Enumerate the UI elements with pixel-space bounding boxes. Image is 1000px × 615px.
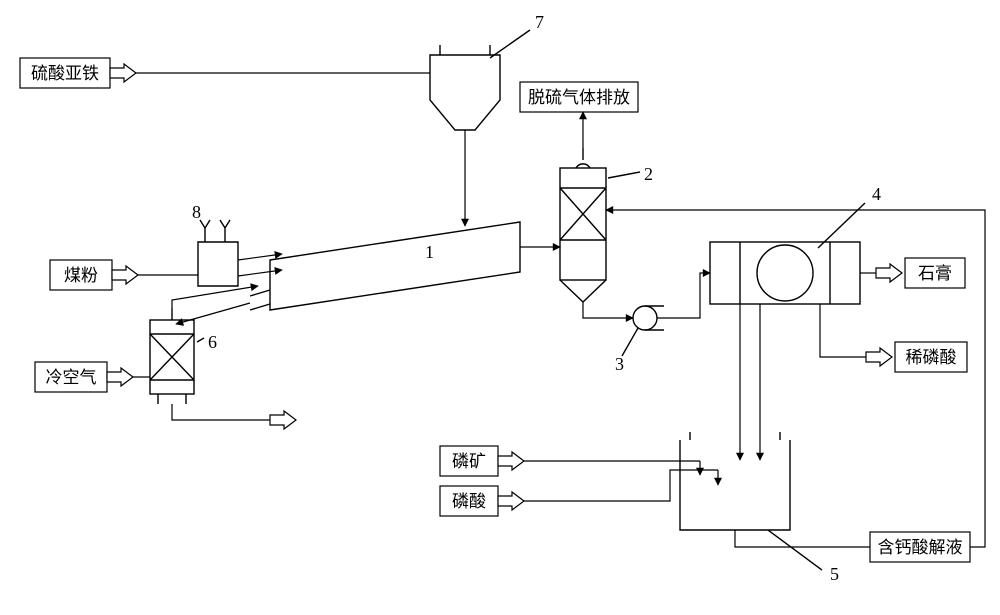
flow-1-to-6 (176, 303, 250, 324)
num-4: 4 (872, 184, 881, 204)
label-ca-solution: 含钙酸解液 (870, 532, 970, 562)
label-dilute-acid: 稀磷酸 (866, 342, 967, 372)
num-5: 5 (830, 564, 839, 584)
label-desulf-gas: 脱硫气体排放 (520, 82, 638, 112)
text-dilute-acid: 稀磷酸 (906, 348, 957, 367)
text-desulf-gas: 脱硫气体排放 (528, 88, 630, 107)
flow-8-to-1b (238, 270, 282, 276)
label-phos-ore: 磷矿 (440, 446, 524, 476)
flow-3-to-4 (657, 273, 710, 318)
open-arrow-6-out (270, 411, 296, 429)
text-coal-powder: 煤粉 (64, 266, 98, 285)
label-cold-air: 冷空气 (35, 362, 133, 392)
flow-4-to-dilute (820, 304, 866, 357)
label-ferrous-sulfate: 硫酸亚铁 (20, 58, 136, 88)
text-phos-acid: 磷酸 (452, 492, 486, 511)
num-6: 6 (208, 332, 217, 352)
num-3: 3 (615, 354, 624, 374)
text-gypsum: 石膏 (918, 263, 952, 283)
num-8: 8 (192, 202, 201, 222)
node-4-separator: 4 (710, 184, 881, 304)
text-ferrous-sulfate: 硫酸亚铁 (31, 64, 99, 83)
label-gypsum: 石膏 (876, 258, 965, 288)
flow-acid-to-5 (524, 470, 718, 501)
num-7: 7 (535, 12, 544, 32)
flow-2-to-3 (583, 302, 633, 318)
node-2-scrubber: 2 (560, 148, 653, 302)
num-1: 1 (425, 242, 434, 262)
text-cold-air: 冷空气 (46, 368, 97, 387)
label-phos-acid: 磷酸 (440, 486, 524, 516)
flow-6-out (172, 404, 270, 420)
text-ca-solution: 含钙酸解液 (878, 538, 963, 557)
node-3-pump: 3 (615, 306, 664, 374)
node-1-kiln: 1 (250, 222, 520, 310)
label-coal-powder: 煤粉 (50, 260, 138, 290)
num-2: 2 (644, 164, 653, 184)
flow-5-to-casol (735, 530, 870, 547)
text-phos-ore: 磷矿 (452, 452, 486, 471)
node-8-burner: 8 (192, 202, 238, 286)
